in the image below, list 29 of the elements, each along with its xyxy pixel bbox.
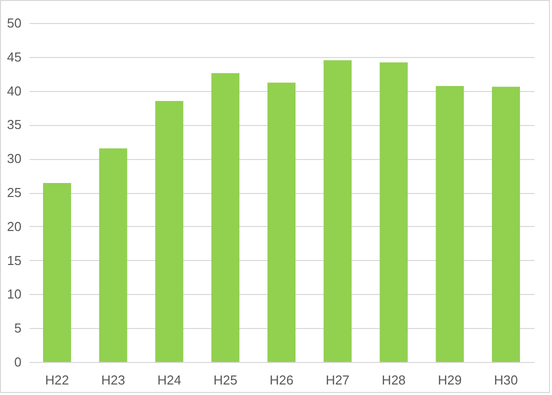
y-tick-label: 50 <box>7 16 22 30</box>
x-tick-label: H29 <box>438 372 462 388</box>
x-tick-label: H28 <box>382 372 406 388</box>
y-tick-label: 10 <box>7 286 22 302</box>
x-tick-label: H25 <box>213 372 238 388</box>
bar <box>155 100 184 362</box>
y-tick-label: 5 <box>14 320 22 336</box>
y-tick-label: 45 <box>7 49 22 64</box>
y-tick-label: 30 <box>7 151 22 166</box>
bar <box>267 82 296 362</box>
bar <box>43 183 72 362</box>
bar <box>436 86 464 362</box>
x-tick-label: H27 <box>326 372 350 388</box>
bar <box>380 62 408 362</box>
x-tick-label: H26 <box>270 372 294 388</box>
x-tick-label: H30 <box>494 372 518 388</box>
x-tick-label: H24 <box>157 372 182 388</box>
bar <box>492 86 520 362</box>
y-tick-label: 35 <box>7 117 22 132</box>
y-tick-label: 20 <box>7 218 22 234</box>
x-tick-label: H22 <box>45 372 69 388</box>
x-tick-label: H23 <box>101 372 126 388</box>
y-tick-label: 15 <box>7 252 22 268</box>
bar <box>211 73 240 362</box>
y-tick-label: 40 <box>7 83 22 98</box>
y-tick-label: 0 <box>14 354 22 370</box>
y-tick-label: 25 <box>7 185 22 200</box>
bar <box>324 60 352 362</box>
bar <box>99 148 128 362</box>
